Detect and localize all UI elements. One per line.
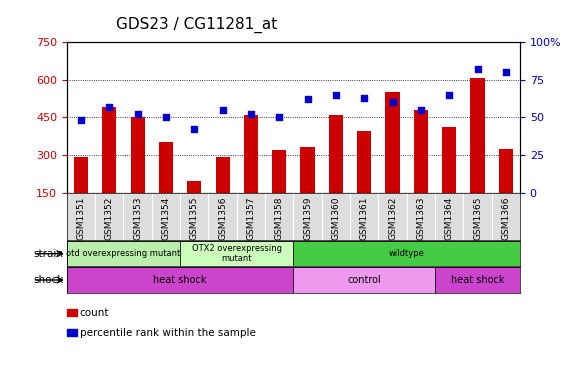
- Text: percentile rank within the sample: percentile rank within the sample: [80, 328, 256, 338]
- Text: GSM1365: GSM1365: [473, 196, 482, 240]
- Text: GSM1360: GSM1360: [331, 196, 340, 240]
- Text: GSM1352: GSM1352: [105, 196, 114, 240]
- Bar: [272, 150, 286, 193]
- Point: [218, 107, 227, 113]
- Text: GSM1366: GSM1366: [501, 196, 510, 240]
- Text: GSM1354: GSM1354: [162, 196, 170, 240]
- Text: heat shock: heat shock: [153, 275, 207, 285]
- Point: [189, 126, 199, 132]
- Point: [133, 111, 142, 117]
- Text: GSM1355: GSM1355: [190, 196, 199, 240]
- Text: wildtype: wildtype: [389, 249, 425, 258]
- Bar: [498, 149, 513, 193]
- Bar: [216, 157, 229, 193]
- Text: GSM1351: GSM1351: [77, 196, 85, 240]
- Bar: [293, 267, 435, 293]
- Point: [473, 66, 482, 72]
- Text: OTX2 overexpressing
mutant: OTX2 overexpressing mutant: [192, 244, 282, 264]
- Bar: [435, 267, 520, 293]
- Text: GSM1361: GSM1361: [360, 196, 369, 240]
- Bar: [471, 78, 485, 193]
- Text: GSM1362: GSM1362: [388, 196, 397, 240]
- Point: [76, 117, 85, 123]
- Point: [331, 92, 340, 98]
- Bar: [187, 181, 202, 193]
- Text: GSM1359: GSM1359: [303, 196, 312, 240]
- Bar: [67, 267, 293, 293]
- Point: [416, 107, 425, 113]
- Bar: [414, 110, 428, 193]
- Text: count: count: [80, 307, 109, 318]
- Point: [303, 96, 312, 102]
- Text: GSM1363: GSM1363: [417, 196, 425, 240]
- Text: control: control: [347, 275, 381, 285]
- Text: GSM1364: GSM1364: [444, 196, 454, 240]
- Text: strain: strain: [34, 249, 64, 259]
- Bar: [329, 115, 343, 193]
- Point: [444, 92, 454, 98]
- Bar: [244, 115, 258, 193]
- Bar: [74, 157, 88, 193]
- Bar: [385, 92, 400, 193]
- Bar: [67, 241, 180, 266]
- Point: [246, 111, 256, 117]
- Point: [275, 114, 284, 120]
- Bar: [442, 127, 456, 193]
- Bar: [102, 107, 116, 193]
- Text: GSM1357: GSM1357: [246, 196, 256, 240]
- Text: otd overexpressing mutant: otd overexpressing mutant: [66, 249, 181, 258]
- Bar: [180, 241, 293, 266]
- Bar: [293, 241, 520, 266]
- Bar: [300, 147, 315, 193]
- Point: [162, 114, 171, 120]
- Text: shock: shock: [34, 275, 64, 285]
- Text: GSM1358: GSM1358: [275, 196, 284, 240]
- Point: [388, 99, 397, 105]
- Bar: [357, 131, 371, 193]
- Text: heat shock: heat shock: [451, 275, 504, 285]
- Point: [105, 104, 114, 110]
- Bar: [159, 142, 173, 193]
- Text: GSM1356: GSM1356: [218, 196, 227, 240]
- Text: GDS23 / CG11281_at: GDS23 / CG11281_at: [116, 17, 278, 33]
- Bar: [131, 117, 145, 193]
- Text: GSM1353: GSM1353: [133, 196, 142, 240]
- Point: [360, 95, 369, 101]
- Point: [501, 69, 511, 75]
